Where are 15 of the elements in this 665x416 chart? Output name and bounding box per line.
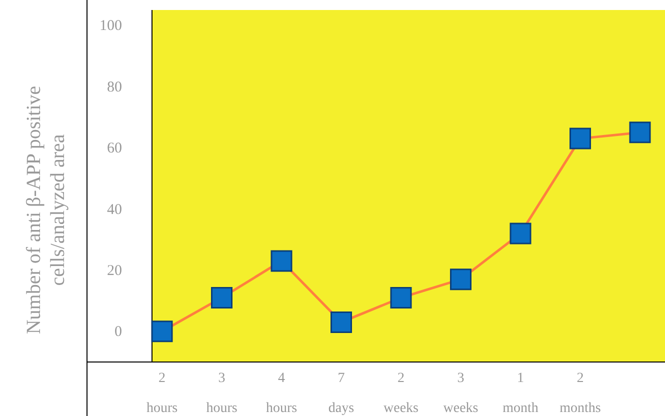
y-tick-label: 40: [107, 202, 122, 218]
x-tick-label: 3 weeks: [443, 371, 478, 416]
y-tick-label: 80: [107, 79, 122, 96]
y-tick-label: 60: [107, 140, 122, 157]
x-tick-label: 2 hours: [146, 371, 178, 416]
y-axis-title: Number of anti β-APP positive cells/analyzed area: [23, 86, 69, 334]
x-tick-label: 1 month: [502, 371, 538, 416]
x-tick-label: 2 weeks: [384, 371, 418, 416]
x-tick-label: 2 months: [560, 371, 601, 416]
x-tick-label: 4 hours: [266, 371, 298, 416]
y-tick-label: 20: [107, 262, 122, 279]
y-tick-label: 0: [114, 324, 122, 340]
x-tick-label: 3 hours: [206, 371, 238, 416]
y-tick-label: 100: [100, 18, 122, 34]
x-tick-label: 7 days: [328, 371, 354, 416]
